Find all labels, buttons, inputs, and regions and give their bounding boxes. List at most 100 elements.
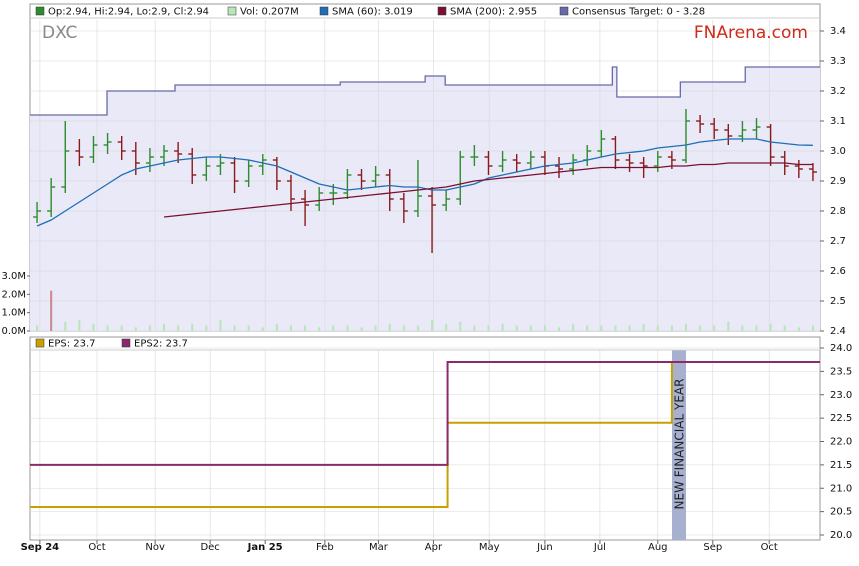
y2-tick-label: 0.0M [1,326,26,337]
y-tick-label: 3.2 [830,86,846,97]
y-tick-label: 21.5 [830,460,852,471]
chart-title: DXC [42,23,77,43]
x-tick-label: Oct [88,542,105,553]
volume-bar [670,325,673,331]
volume-bar [289,325,292,331]
volume-bar [374,325,377,331]
volume-bar [148,325,151,331]
x-tick-label: Oct [761,542,778,553]
legend-swatch [319,6,329,16]
volume-bar [515,325,518,331]
legend-swatch [227,6,237,16]
y-tick-label: 3.3 [830,56,846,67]
y2-tick-label: 3.0M [1,271,26,282]
volume-bar [402,325,405,331]
volume-bar [318,327,321,331]
eps-line [30,361,820,466]
y-tick-label: 24.0 [830,343,852,354]
x-tick-label: Sep [703,542,722,553]
y-tick-label: 21.0 [830,483,852,494]
y-tick-label: 23.5 [830,366,852,377]
volume-bar [360,327,363,331]
legend-label: Vol: 0.207M [240,7,299,18]
y2-tick-label: 1.0M [1,308,26,319]
y-tick-label: 2.9 [830,176,846,187]
volume-bar [431,320,434,331]
x-tick-label: May [479,542,500,553]
volume-bar [713,325,716,331]
legend-swatch [35,6,45,16]
source-label: FNArena.com [694,23,808,43]
volume-bar [741,325,744,331]
volume-bar [684,323,687,331]
volume-bar [304,325,307,331]
x-tick-label: Mar [369,542,389,553]
volume-bar [614,325,617,331]
y-tick-label: 2.6 [830,266,846,277]
volume-bar [205,325,208,331]
y-tick-label: 2.4 [830,326,846,337]
volume-bar [642,323,645,331]
legend-label: Op:2.94, Hi:2.94, Lo:2.9, Cl:2.94 [48,7,209,18]
y-tick-label: 22.0 [830,437,852,448]
x-tick-label: Dec [200,542,219,553]
volume-bar [543,325,546,331]
volume-bar [416,325,419,331]
volume-bar [572,323,575,331]
x-tick-label: Feb [316,542,334,553]
volume-bar [219,320,222,331]
legend-label: Consensus Target: 0 - 3.28 [572,7,705,18]
volume-bar [261,327,264,331]
annotation: NEW FINANCIAL YEAR [673,379,687,510]
annotation-band [672,350,686,540]
volume-bar [445,323,448,331]
volume-bar [797,327,800,331]
legend-swatch [559,6,569,16]
x-tick-label: Sep 24 [21,542,60,553]
sma-line [36,138,813,227]
y-tick-label: 20.0 [830,530,852,541]
volume-bar [275,323,278,331]
volume-bar [487,325,490,331]
y-tick-label: 3.1 [830,116,846,127]
legend-label: EPS: 23.7 [48,339,96,350]
y-tick-label: 20.5 [830,507,852,518]
volume-bar [50,290,53,331]
volume-bar [727,321,730,331]
volume-bar [163,323,166,331]
y-tick-label: 23.0 [830,390,852,401]
volume-bar [628,325,631,331]
volume-bar [247,325,250,331]
y-tick-label: 3.0 [830,146,846,157]
eps-panel [29,336,821,541]
target-line [30,66,820,116]
legend-label: EPS2: 23.7 [134,339,188,350]
volume-bar [332,325,335,331]
volume-bar [769,323,772,331]
volume-bar [134,327,137,331]
legend-swatch [121,338,131,348]
target-area [30,67,820,331]
legend-label: SMA (60): 3.019 [332,7,413,18]
volume-bar [120,325,123,331]
volume-bar [106,325,109,331]
volume-bar [346,325,349,331]
sma-line [163,162,813,218]
volume-bar [233,325,236,331]
volume-bar [78,320,81,331]
volume-bar [586,325,589,331]
y-tick-label: 2.5 [830,296,846,307]
legend-swatch [437,6,447,16]
legend-swatch [35,338,45,348]
y2-tick-label: 2.0M [1,289,26,300]
x-tick-label: Aug [648,542,668,553]
volume-bar [783,325,786,331]
volume-bar [388,323,391,331]
volume-bar [36,325,39,331]
y-tick-label: 2.8 [830,206,846,217]
y-tick-label: 3.4 [830,26,846,37]
x-tick-label: Nov [145,542,165,553]
volume-bar [558,327,561,331]
legend-label: SMA (200): 2.955 [450,7,537,18]
